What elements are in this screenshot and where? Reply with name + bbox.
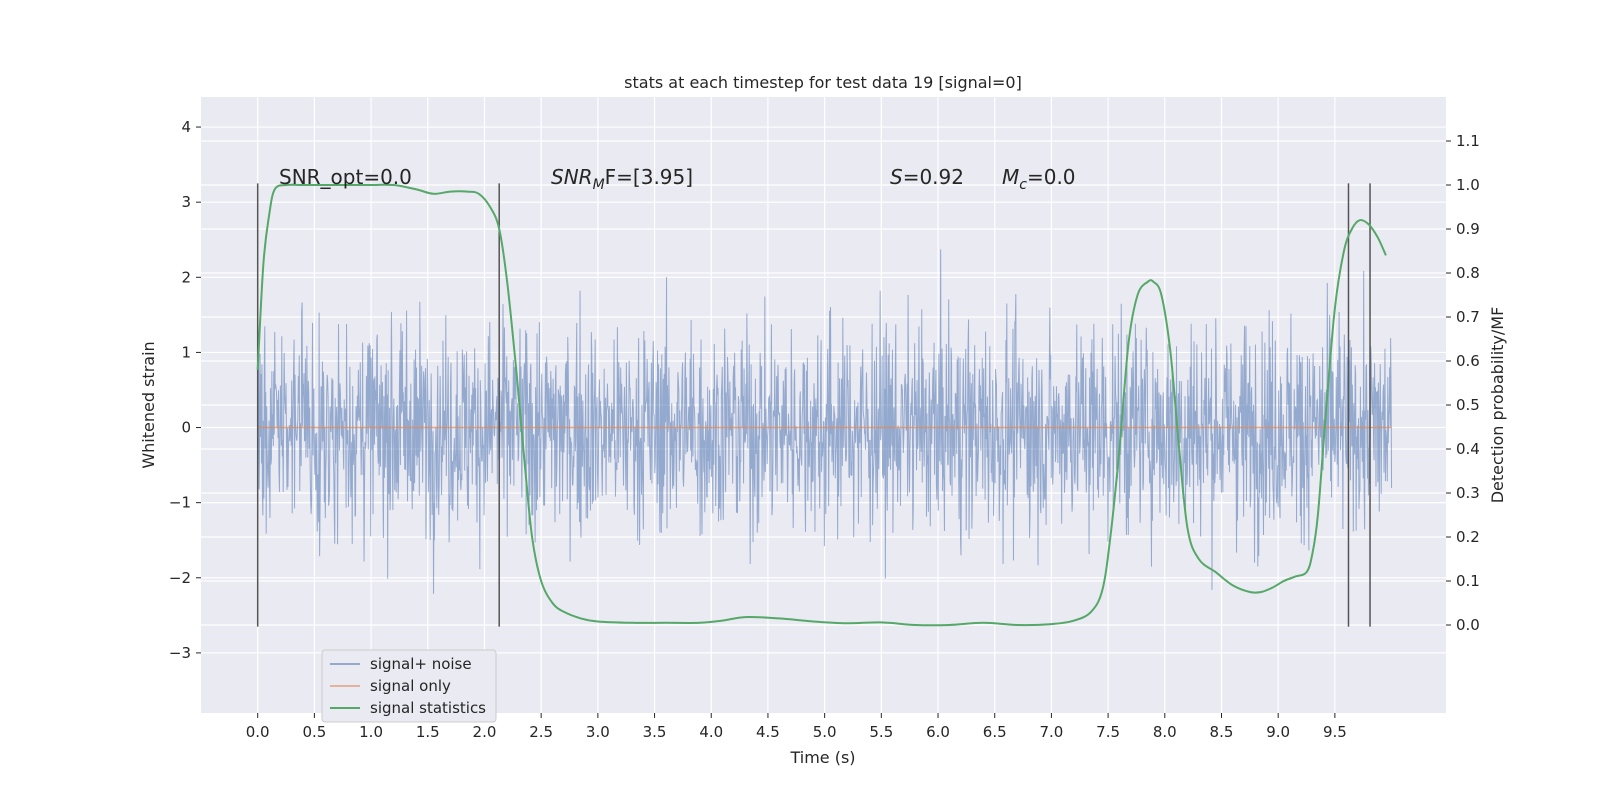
annotation-snr-mf: SNRMF=[3.95] [551, 165, 693, 193]
x-tick-label: 5.5 [869, 723, 893, 741]
y-right-axis-ticks: 1.1 1.0 0.9 0.8 0.7 0.6 0.5 0.4 0.3 0.2 0.1 0.0 [1446, 132, 1480, 634]
annotation-snr-mf-sub: M [593, 177, 605, 193]
legend-label-signal-only: signal only [370, 677, 451, 695]
y-left-tick-label: −1 [169, 494, 191, 512]
y-left-tick-label: 3 [181, 193, 191, 211]
y-right-tick-label: 1.1 [1456, 132, 1480, 150]
x-tick-label: 7.5 [1096, 723, 1120, 741]
y-right-axis-label: Detection probability/MF [1488, 307, 1507, 504]
x-tick-label: 4.5 [756, 723, 780, 741]
x-tick-label: 8.0 [1153, 723, 1177, 741]
x-axis-ticks: 0.0 0.5 1.0 1.5 2.0 2.5 3.0 3.5 4.0 4.5 5.0 5.5 6.0 6… [246, 713, 1347, 741]
x-tick-label: 4.0 [699, 723, 723, 741]
x-tick-label: 5.0 [813, 723, 837, 741]
chart-title: stats at each timestep for test data 19 … [624, 73, 1022, 92]
x-tick-label: 2.5 [529, 723, 553, 741]
x-tick-label: 2.0 [473, 723, 497, 741]
y-left-axis-label: Whitened strain [139, 341, 158, 468]
y-right-tick-label: 0.5 [1456, 396, 1480, 414]
annotation-s-rest: =0.92 [903, 165, 964, 189]
statistics-line [256, 183, 1387, 627]
x-axis-label: Time (s) [789, 748, 855, 767]
y-right-tick-label: 0.0 [1456, 616, 1480, 634]
x-tick-label: 1.5 [416, 723, 440, 741]
y-right-tick-label: 0.7 [1456, 308, 1480, 326]
y-left-tick-label: 2 [181, 268, 191, 286]
x-tick-label: 3.0 [586, 723, 610, 741]
annotation-mc-rest: =0.0 [1027, 165, 1076, 189]
y-right-tick-label: 0.3 [1456, 484, 1480, 502]
x-tick-label: 3.5 [643, 723, 667, 741]
signal-statistics-series [256, 183, 1387, 627]
annotation-mc: Mc=0.0 [1002, 165, 1076, 193]
y-left-axis-ticks: 4 3 2 1 0 −1 −2 −3 [169, 118, 201, 662]
y-left-tick-label: 1 [181, 343, 191, 361]
annotation-snr-mf-base: SNR [551, 165, 593, 189]
y-left-tick-label: 4 [181, 118, 191, 136]
annotation-snr-opt: SNR_opt=0.0 [279, 165, 412, 189]
y-left-tick-label: −3 [169, 644, 191, 662]
annotation-snr-mf-rest: F=[3.95] [605, 165, 693, 189]
y-right-tick-label: 0.8 [1456, 264, 1480, 282]
y-right-tick-label: 1.0 [1456, 176, 1480, 194]
annotation-s-italic: S [890, 165, 903, 189]
annotation-mc-base: M [1002, 165, 1019, 189]
x-tick-label: 9.5 [1323, 723, 1347, 741]
x-tick-label: 7.0 [1039, 723, 1063, 741]
y-left-tick-label: −2 [169, 569, 191, 587]
x-tick-label: 0.0 [246, 723, 270, 741]
annotation-s: S=0.92 [890, 165, 964, 189]
annotation-mc-sub: c [1019, 177, 1027, 193]
y-right-tick-label: 0.9 [1456, 220, 1480, 238]
legend: signal+ noise signal only signal statist… [321, 649, 497, 723]
y-left-tick-label: 0 [181, 419, 191, 437]
x-tick-label: 6.5 [983, 723, 1007, 741]
y-right-tick-label: 0.4 [1456, 440, 1480, 458]
y-right-tick-label: 0.1 [1456, 572, 1480, 590]
x-tick-label: 8.5 [1210, 723, 1234, 741]
x-tick-label: 9.0 [1266, 723, 1290, 741]
x-tick-label: 0.5 [302, 723, 326, 741]
x-tick-label: 1.0 [359, 723, 383, 741]
y-right-tick-label: 0.2 [1456, 528, 1480, 546]
y-right-tick-label: 0.6 [1456, 352, 1480, 370]
legend-label-noise: signal+ noise [370, 655, 472, 673]
legend-label-statistics: signal statistics [370, 699, 486, 717]
x-tick-label: 6.0 [926, 723, 950, 741]
legend-box [321, 649, 497, 723]
vertical-markers [256, 183, 1371, 627]
